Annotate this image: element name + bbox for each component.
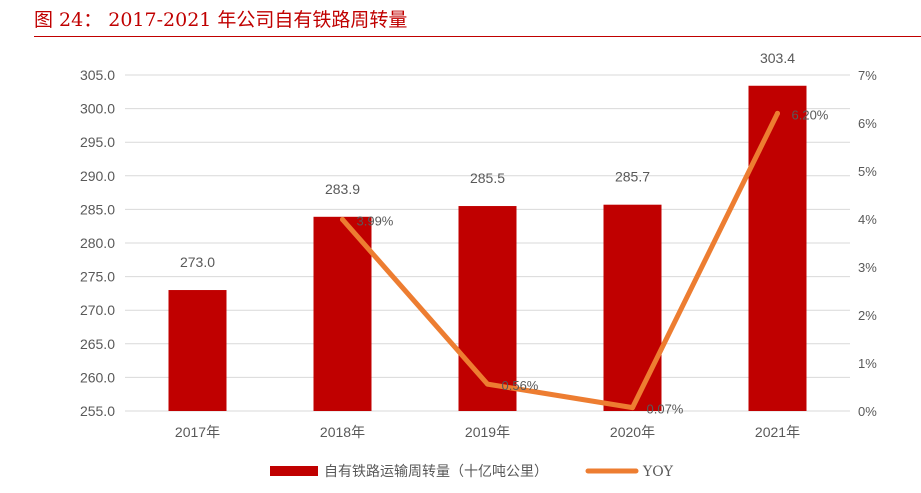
y-right-tick-label: 6% [858,116,877,131]
figure-caption-text: 图 24： 2017-2021 年公司自有铁路周转量 [34,9,408,31]
bar [458,206,517,411]
x-tick-label: 2018年 [320,424,365,440]
bar-data-label: 283.9 [325,181,360,197]
bar [748,85,807,411]
yoy-point [630,405,635,411]
caption-divider [34,36,921,37]
yoy-point [775,110,780,116]
yoy-point [340,216,345,222]
y-left-tick-label: 260.0 [80,369,115,385]
y-right-tick-label: 5% [858,164,877,179]
y-right-tick-label: 3% [858,260,877,275]
yoy-line [340,110,780,411]
y-left-tick-label: 295.0 [80,134,115,150]
x-tick-label: 2017年 [175,424,220,440]
y-left-tick-label: 270.0 [80,302,115,318]
bar-data-label: 273.0 [180,254,215,270]
x-tick-label: 2021年 [755,424,800,440]
y-left-tick-label: 300.0 [80,101,115,117]
y-left-tick-label: 290.0 [80,168,115,184]
y-right-tick-label: 2% [858,308,877,323]
yoy-data-label: 6.20% [792,107,829,122]
bar [168,290,227,411]
bar-data-label: 285.5 [470,170,505,186]
legend-bar-swatch [270,466,318,476]
x-tick-label: 2020年 [610,424,655,440]
y-left-tick-label: 280.0 [80,235,115,251]
y-left-tick-label: 305.0 [80,67,115,83]
y-left-tick-label: 265.0 [80,336,115,352]
bar-data-label: 303.4 [760,50,795,66]
bar-data-label: 285.7 [615,169,650,185]
yoy-point [485,381,490,387]
y-right-tick-label: 1% [858,356,877,371]
y-right-tick-label: 7% [858,68,877,83]
y-right-tick-label: 0% [858,404,877,419]
x-tick-label: 2019年 [465,424,510,440]
bar [603,204,662,411]
legend-line-label: YOY [642,464,674,480]
y-left-tick-label: 255.0 [80,403,115,419]
legend-bar-label: 自有铁路运输周转量（十亿吨公里） [324,464,548,480]
y-left-tick-label: 275.0 [80,269,115,285]
yoy-data-label: 0.07% [647,402,684,417]
y-left-tick-label: 285.0 [80,201,115,217]
y-right-tick-label: 4% [858,212,877,227]
yoy-data-label: 0.56% [502,378,539,393]
figure-caption: 图 24： 2017-2021 年公司自有铁路周转量 [0,0,921,37]
yoy-data-label: 3.99% [357,213,394,228]
bar [313,216,372,411]
